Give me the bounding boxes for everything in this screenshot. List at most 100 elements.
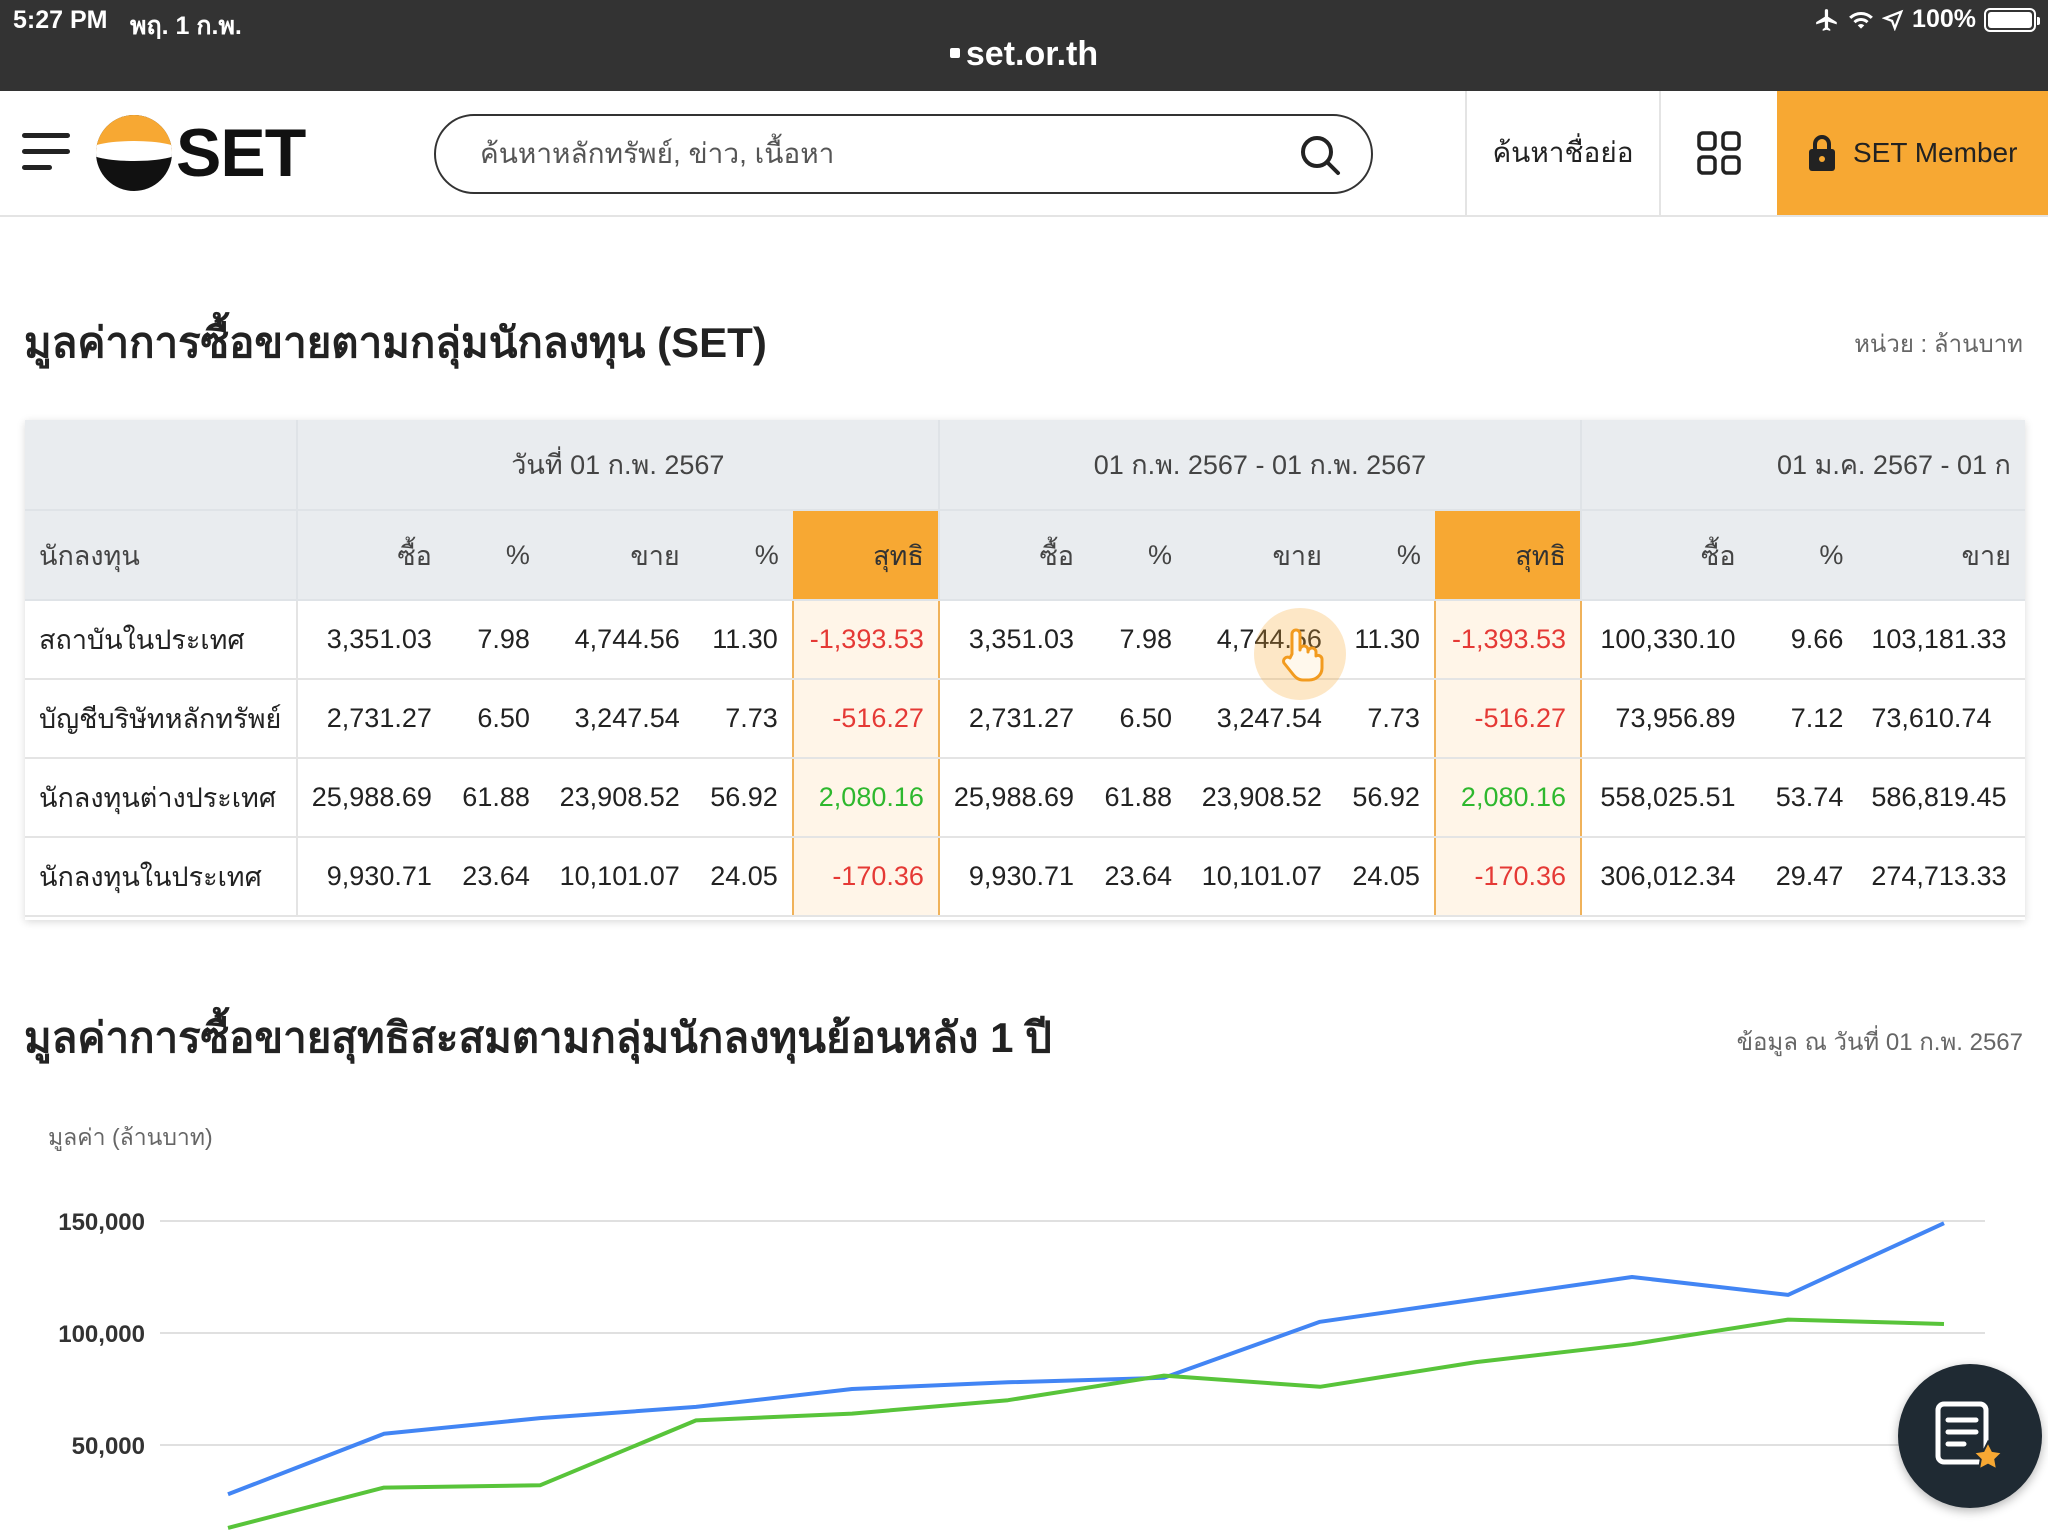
investor-trading-table[interactable]: วันที่ 01 ก.พ. 2567 01 ก.พ. 2567 - 01 ก.…	[25, 420, 2025, 920]
cell-buy-pct: 61.88	[1088, 758, 1187, 838]
col-buy-pct: %	[1749, 510, 1858, 601]
table-row: นักลงทุนในประเทศ 9,930.71 23.64 10,101.0…	[25, 837, 2025, 917]
cell-buy-pct: 9.66	[1749, 600, 1858, 680]
pointer-hand-icon	[1282, 628, 1324, 682]
period-ytd: 01 ม.ค. 2567 - 01 ก	[1580, 420, 2025, 511]
logo-mark	[96, 115, 172, 191]
period-month: 01 ก.พ. 2567 - 01 ก.พ. 2567	[937, 420, 1582, 511]
cell-sell: 10,101.07	[543, 837, 694, 917]
cell-net: -170.36	[1433, 837, 1583, 917]
cell-net: -170.36	[791, 837, 940, 917]
cell-net: 2,080.16	[791, 758, 940, 838]
cell-buy: 25,988.69	[937, 758, 1089, 838]
cell-net: -1,393.53	[791, 600, 940, 680]
col-sell-pct: %	[1335, 510, 1435, 601]
cell-sell-pct: 24.05	[1335, 837, 1435, 917]
cell-buy: 9,930.71	[937, 837, 1089, 917]
watchlist-fab[interactable]	[1898, 1364, 2042, 1508]
cell-sell-pct: 7.73	[1335, 679, 1435, 759]
col-sell: ขาย	[1857, 510, 2025, 601]
blank-header	[25, 420, 297, 511]
lock-icon	[949, 48, 960, 59]
investor-name: สถาบันในประเทศ	[25, 600, 297, 680]
cell-net: -516.27	[791, 679, 940, 759]
cell-buy: 306,012.34	[1580, 837, 1750, 917]
url-text: set.or.th	[965, 35, 1099, 73]
column-header-row: นักลงทุน ซื้อ % ขาย % สุทธิ ซื้อ % ขาย %…	[25, 510, 2025, 601]
cell-net: 2,080.16	[1433, 758, 1583, 838]
trading-table: วันที่ 01 ก.พ. 2567 01 ก.พ. 2567 - 01 ก.…	[25, 420, 2025, 917]
set-member-button[interactable]: SET Member	[1777, 91, 2048, 215]
cell-buy: 558,025.51	[1580, 758, 1750, 838]
col-sell: ขาย	[543, 510, 694, 601]
cell-sell: 586,819.45	[1857, 758, 2025, 838]
col-buy-pct: %	[445, 510, 544, 601]
apps-grid-button[interactable]	[1659, 91, 1777, 215]
battery-percent: 100%	[1912, 5, 1976, 33]
status-right: 100%	[1814, 5, 2040, 34]
series-line-1[interactable]	[227, 1221, 1945, 1497]
cell-buy: 73,956.89	[1580, 679, 1750, 759]
logo-text: SET	[176, 115, 306, 191]
cell-sell-pct: 56.92	[1335, 758, 1435, 838]
cell-sell: 23,908.52	[1186, 758, 1336, 838]
search-icon[interactable]	[1299, 134, 1341, 176]
col-buy: ซื้อ	[295, 510, 446, 601]
cell-buy-pct: 7.12	[1749, 679, 1858, 759]
cell-buy: 9,930.71	[295, 837, 446, 917]
investor-name: นักลงทุนในประเทศ	[25, 837, 297, 917]
y-tick-label: 150,000	[58, 1209, 145, 1236]
col-net: สุทธิ	[1434, 510, 1582, 601]
cell-sell-pct: 24.05	[693, 837, 793, 917]
airplane-icon	[1816, 8, 1837, 31]
series-line-2[interactable]	[227, 1317, 1945, 1530]
cell-sell-pct: 11.30	[693, 600, 793, 680]
cell-net: -516.27	[1433, 679, 1583, 759]
status-time: 5:27 PM	[13, 6, 108, 34]
col-investor: นักลงทุน	[25, 510, 297, 601]
url-bar[interactable]: set.or.th	[0, 35, 2048, 74]
status-date: พฤ. 1 ก.พ.	[130, 12, 242, 40]
cell-buy-pct: 7.98	[1088, 600, 1187, 680]
period-header-row: วันที่ 01 ก.พ. 2567 01 ก.พ. 2567 - 01 ก.…	[25, 420, 2025, 511]
lock-icon	[1809, 135, 1835, 171]
cell-buy-pct: 23.64	[445, 837, 544, 917]
search-box	[434, 114, 1373, 194]
cell-sell: 3,247.54	[1186, 679, 1336, 759]
table-row: นักลงทุนต่างประเทศ 25,988.69 61.88 23,90…	[25, 758, 2025, 838]
as-of-date: ข้อมูล ณ วันที่ 01 ก.พ. 2567	[1736, 1029, 2023, 1056]
cell-buy-pct: 6.50	[445, 679, 544, 759]
set-logo[interactable]: SET	[96, 113, 306, 193]
cell-sell: 3,247.54	[543, 679, 694, 759]
period-day: วันที่ 01 ก.พ. 2567	[295, 420, 939, 511]
col-sell: ขาย	[1186, 510, 1336, 601]
col-buy: ซื้อ	[1580, 510, 1750, 601]
member-label: SET Member	[1853, 137, 2018, 168]
cumulative-net-title: มูลค่าการซื้อขายสุทธิสะสมตามกลุ่มนักลงทุ…	[24, 1014, 1052, 1061]
location-arrow-icon	[1882, 9, 1904, 31]
col-net: สุทธิ	[792, 510, 939, 601]
cell-buy: 2,731.27	[295, 679, 446, 759]
cell-buy: 3,351.03	[295, 600, 446, 680]
cell-sell: 4,744.56	[543, 600, 694, 680]
cumulative-net-chart[interactable]: 150,000 100,000 50,000	[0, 1160, 2048, 1536]
table-row: บัญชีบริษัทหลักทรัพย์ 2,731.27 6.50 3,24…	[25, 679, 2025, 759]
status-bar: 5:27 PM พฤ. 1 ก.พ. 100% set.or.th	[0, 0, 2048, 91]
col-buy-pct: %	[1088, 510, 1187, 601]
symbol-search-button[interactable]: ค้นหาชื่อย่อ	[1465, 91, 1659, 215]
cell-buy-pct: 61.88	[445, 758, 544, 838]
col-buy: ซื้อ	[937, 510, 1089, 601]
col-sell-pct: %	[693, 510, 793, 601]
investor-name: บัญชีบริษัทหลักทรัพย์	[25, 679, 297, 759]
cell-sell: 23,908.52	[543, 758, 694, 838]
search-input[interactable]	[480, 126, 1280, 182]
menu-icon[interactable]	[22, 133, 70, 171]
cell-buy-pct: 53.74	[1749, 758, 1858, 838]
chart-y-label: มูลค่า (ล้านบาท)	[48, 1124, 213, 1150]
cell-sell: 274,713.33	[1857, 837, 2025, 917]
cell-sell-pct: 56.92	[693, 758, 793, 838]
cell-net: -1,393.53	[1433, 600, 1583, 680]
cell-buy: 2,731.27	[937, 679, 1089, 759]
y-tick-label: 50,000	[72, 1433, 145, 1460]
watchlist-star-icon	[1935, 1401, 2005, 1472]
